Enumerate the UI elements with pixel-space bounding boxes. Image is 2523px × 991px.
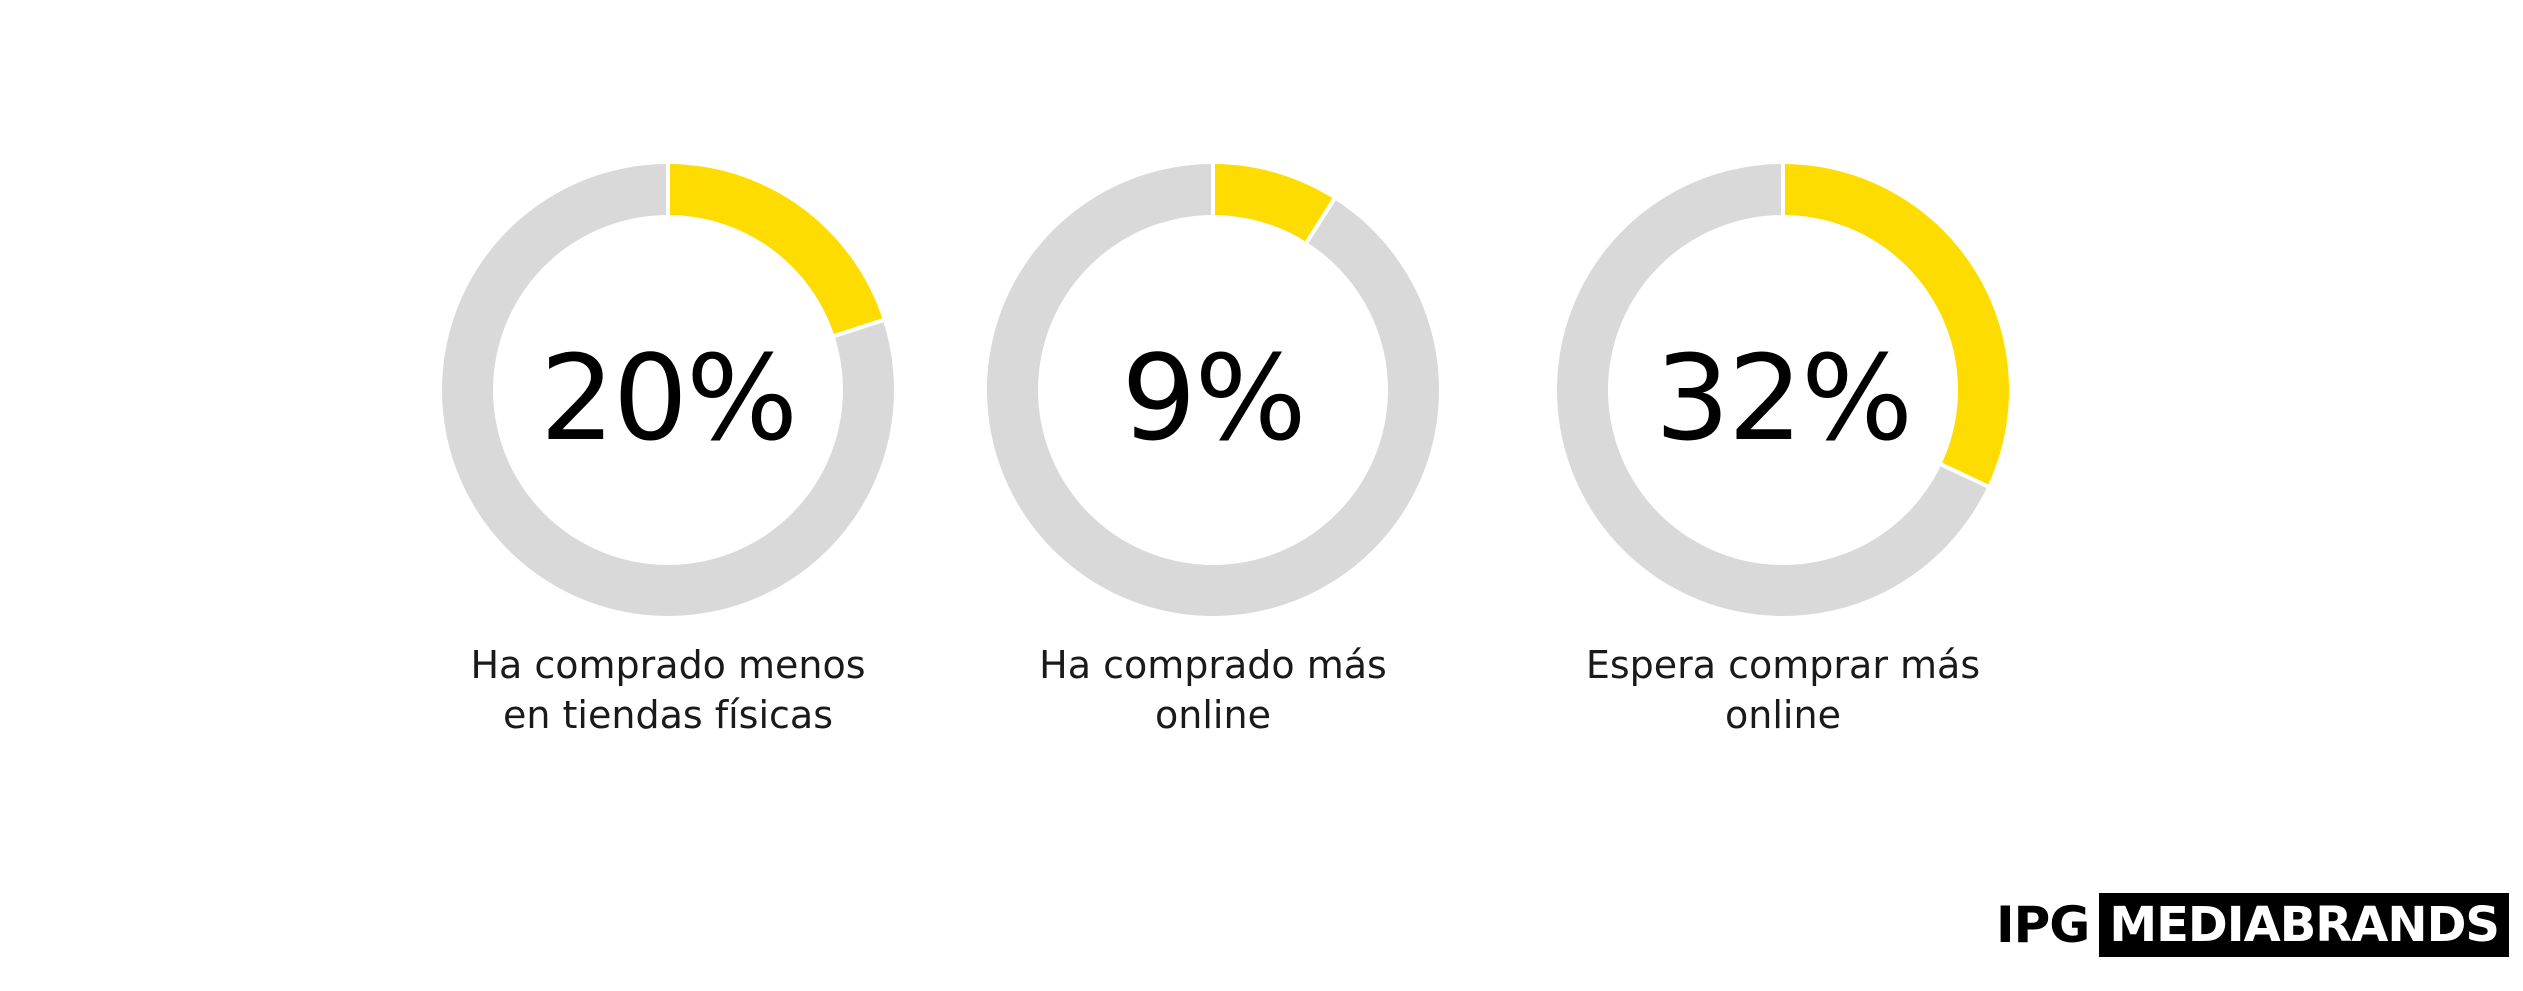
donut-svg: [442, 162, 894, 616]
donut-caption-line: Ha comprado más: [1039, 643, 1387, 687]
slice-separator: [831, 317, 886, 339]
donut-value-slice: [1213, 164, 1335, 243]
donut-value-slice: [668, 164, 883, 336]
donut-caption-line: en tiendas físicas: [502, 693, 833, 737]
donut-caption: Ha comprado más online: [923, 640, 1503, 740]
donut-caption-line: online: [1725, 693, 1841, 737]
donut-value-label: 9%: [1121, 329, 1306, 467]
donut-caption-line: Ha comprado menos: [470, 643, 866, 687]
slice-separator: [1938, 461, 1991, 489]
donut-caption: Ha comprado menos en tiendas físicas: [378, 640, 958, 740]
donut-caption-line: online: [1155, 693, 1271, 737]
ipg-mediabrands-logo: IPG MEDIABRANDS: [1996, 893, 2509, 957]
donut-chart: 9% Ha comprado más online: [983, 0, 1443, 800]
logo-ipg-text: IPG: [1996, 896, 2090, 954]
donut-chart: 32% Espera comprar más online: [1553, 0, 2013, 800]
donut-svg: [1557, 162, 2009, 616]
donut-value-label: 20%: [539, 329, 798, 467]
donut-value-label: 32%: [1654, 329, 1913, 467]
donut-caption: Espera comprar más online: [1493, 640, 2073, 740]
donut-value-slice: [1783, 164, 2009, 487]
slice-separator: [1304, 196, 1337, 246]
donut-chart: 20% Ha comprado menos en tiendas físicas: [438, 0, 898, 800]
donut-caption-line: Espera comprar más: [1585, 643, 1981, 687]
logo-mediabrands-text: MEDIABRANDS: [2099, 893, 2509, 957]
donut-svg: [987, 162, 1439, 617]
